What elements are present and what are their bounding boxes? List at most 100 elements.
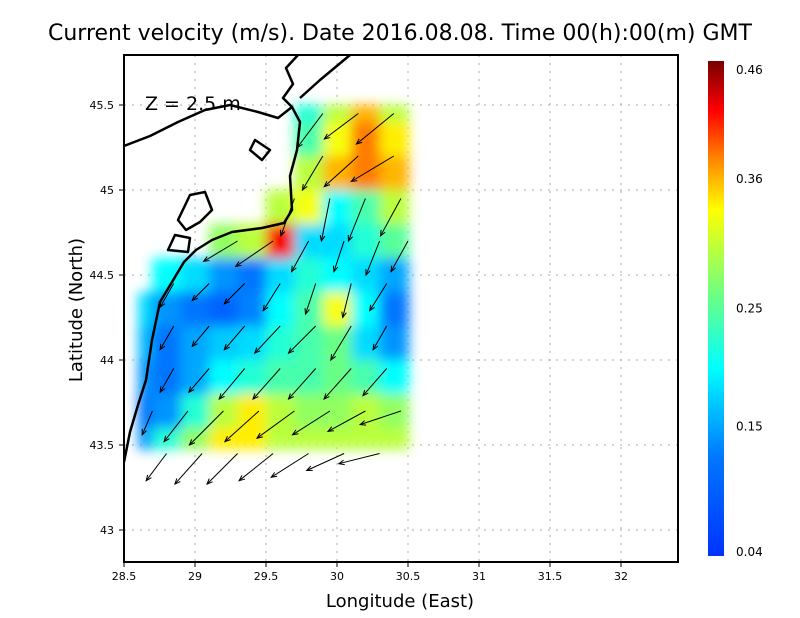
heatmap-cell xyxy=(351,190,381,225)
velocity-arrow xyxy=(191,325,210,348)
heatmap-cell xyxy=(209,428,239,450)
heatmap-cell xyxy=(266,326,296,361)
arrow-shaft xyxy=(252,368,281,400)
heatmap-cell xyxy=(351,122,381,157)
arrow-shaft xyxy=(306,453,345,471)
heatmap-cell xyxy=(351,326,381,361)
heatmap-cell xyxy=(351,224,381,259)
heatmap-cell xyxy=(237,428,267,450)
y-tick-label: 43 xyxy=(100,524,114,537)
velocity-arrow xyxy=(319,198,331,243)
arrow-shaft xyxy=(323,113,359,140)
arrow-head xyxy=(163,435,170,443)
velocity-arrow xyxy=(202,240,238,263)
arrow-shaft xyxy=(174,453,203,485)
velocity-arrow xyxy=(362,368,388,397)
heatmap-cell xyxy=(237,326,267,361)
heatmap-cell xyxy=(152,428,182,450)
arrow-head xyxy=(238,475,246,482)
arrow-shaft xyxy=(141,410,153,435)
heatmap-cell xyxy=(322,105,353,123)
chart-title: Current velocity (m/s). Date 2016.08.08.… xyxy=(48,21,753,46)
x-tick-label: 30.5 xyxy=(396,570,421,583)
arrow-head xyxy=(279,229,286,238)
heatmap-cell xyxy=(209,292,239,327)
y-tick-label: 44 xyxy=(100,354,114,367)
colorbar-tick-label: 0.46 xyxy=(736,63,763,77)
arrow-head xyxy=(287,347,295,355)
arrow-shaft xyxy=(223,325,246,351)
arrow-head xyxy=(365,268,371,277)
velocity-arrow xyxy=(252,368,281,401)
velocity-arrow xyxy=(287,325,317,355)
heatmap-cell xyxy=(237,394,267,429)
arrow-shaft xyxy=(163,410,189,442)
arrow-shaft xyxy=(323,155,359,187)
arrow-shaft xyxy=(262,283,281,311)
arrow-shaft xyxy=(159,325,175,351)
arrow-head xyxy=(206,478,213,486)
velocity-arrow xyxy=(253,325,281,355)
arrow-head xyxy=(372,343,379,351)
heatmap-cell xyxy=(379,122,409,157)
arrow-head xyxy=(253,347,261,355)
colorbar-ticks: 0.04 0.15 0.25 0.36 0.46 xyxy=(736,63,763,559)
arrow-head xyxy=(369,304,375,312)
arrow-head xyxy=(145,474,152,482)
x-tick-label: 29.5 xyxy=(254,570,279,583)
arrow-head xyxy=(141,428,147,436)
heatmap-cell xyxy=(180,360,211,395)
arrow-shaft xyxy=(145,453,168,482)
arrow-shaft xyxy=(189,410,224,446)
heatmap-cell xyxy=(322,428,353,450)
velocity-arrow xyxy=(330,325,352,362)
x-tick-label: 28.5 xyxy=(112,570,137,583)
heatmap-cell xyxy=(351,428,381,450)
arrow-head xyxy=(326,426,335,433)
arrow-head xyxy=(234,261,242,268)
arrow-head xyxy=(218,393,225,401)
arrow-head xyxy=(191,294,198,302)
arrow-shaft xyxy=(235,240,274,267)
velocity-arrow xyxy=(255,410,295,439)
heatmap-cell xyxy=(180,394,211,429)
arrow-shaft xyxy=(291,240,310,272)
heatmap-cell xyxy=(322,122,353,157)
heatmap-cell xyxy=(266,360,296,395)
heatmap-cell xyxy=(379,105,409,123)
arrow-shaft xyxy=(191,325,210,347)
arrow-shaft xyxy=(330,325,352,361)
y-tick-label: 45.5 xyxy=(90,99,115,112)
velocity-arrow xyxy=(163,410,189,443)
arrow-shaft xyxy=(372,325,388,351)
heatmap-cell xyxy=(351,156,381,191)
x-axis-label: Longitude (East) xyxy=(326,591,474,612)
velocity-arrow xyxy=(191,283,210,302)
velocity-arrow xyxy=(223,283,246,305)
velocity-arrow xyxy=(323,368,352,401)
arrow-shaft xyxy=(351,155,395,182)
arrow-head xyxy=(252,393,259,401)
x-tick-label: 31 xyxy=(472,570,486,583)
velocity-arrow xyxy=(262,283,281,312)
velocity-arrow xyxy=(141,410,153,436)
arrow-shaft xyxy=(292,410,331,436)
arrow-shaft xyxy=(390,240,409,272)
arrow-head xyxy=(187,386,195,394)
velocity-arrow xyxy=(291,410,331,436)
heatmap-cell xyxy=(294,326,324,361)
velocity-arrow xyxy=(358,410,402,426)
heatmap-cell xyxy=(379,292,409,327)
velocity-arrow xyxy=(223,325,246,351)
arrow-head xyxy=(291,429,299,436)
arrow-shaft xyxy=(362,368,388,397)
colorbar-tick-label: 0.25 xyxy=(736,302,763,316)
arrow-shaft xyxy=(347,198,366,242)
heatmap-cell xyxy=(266,428,296,450)
arrow-head xyxy=(319,235,326,243)
heatmap-cell xyxy=(209,394,239,429)
velocity-arrow xyxy=(223,410,260,443)
velocity-arrow xyxy=(304,283,317,316)
y-axis-label: Latitude (North) xyxy=(66,238,87,382)
